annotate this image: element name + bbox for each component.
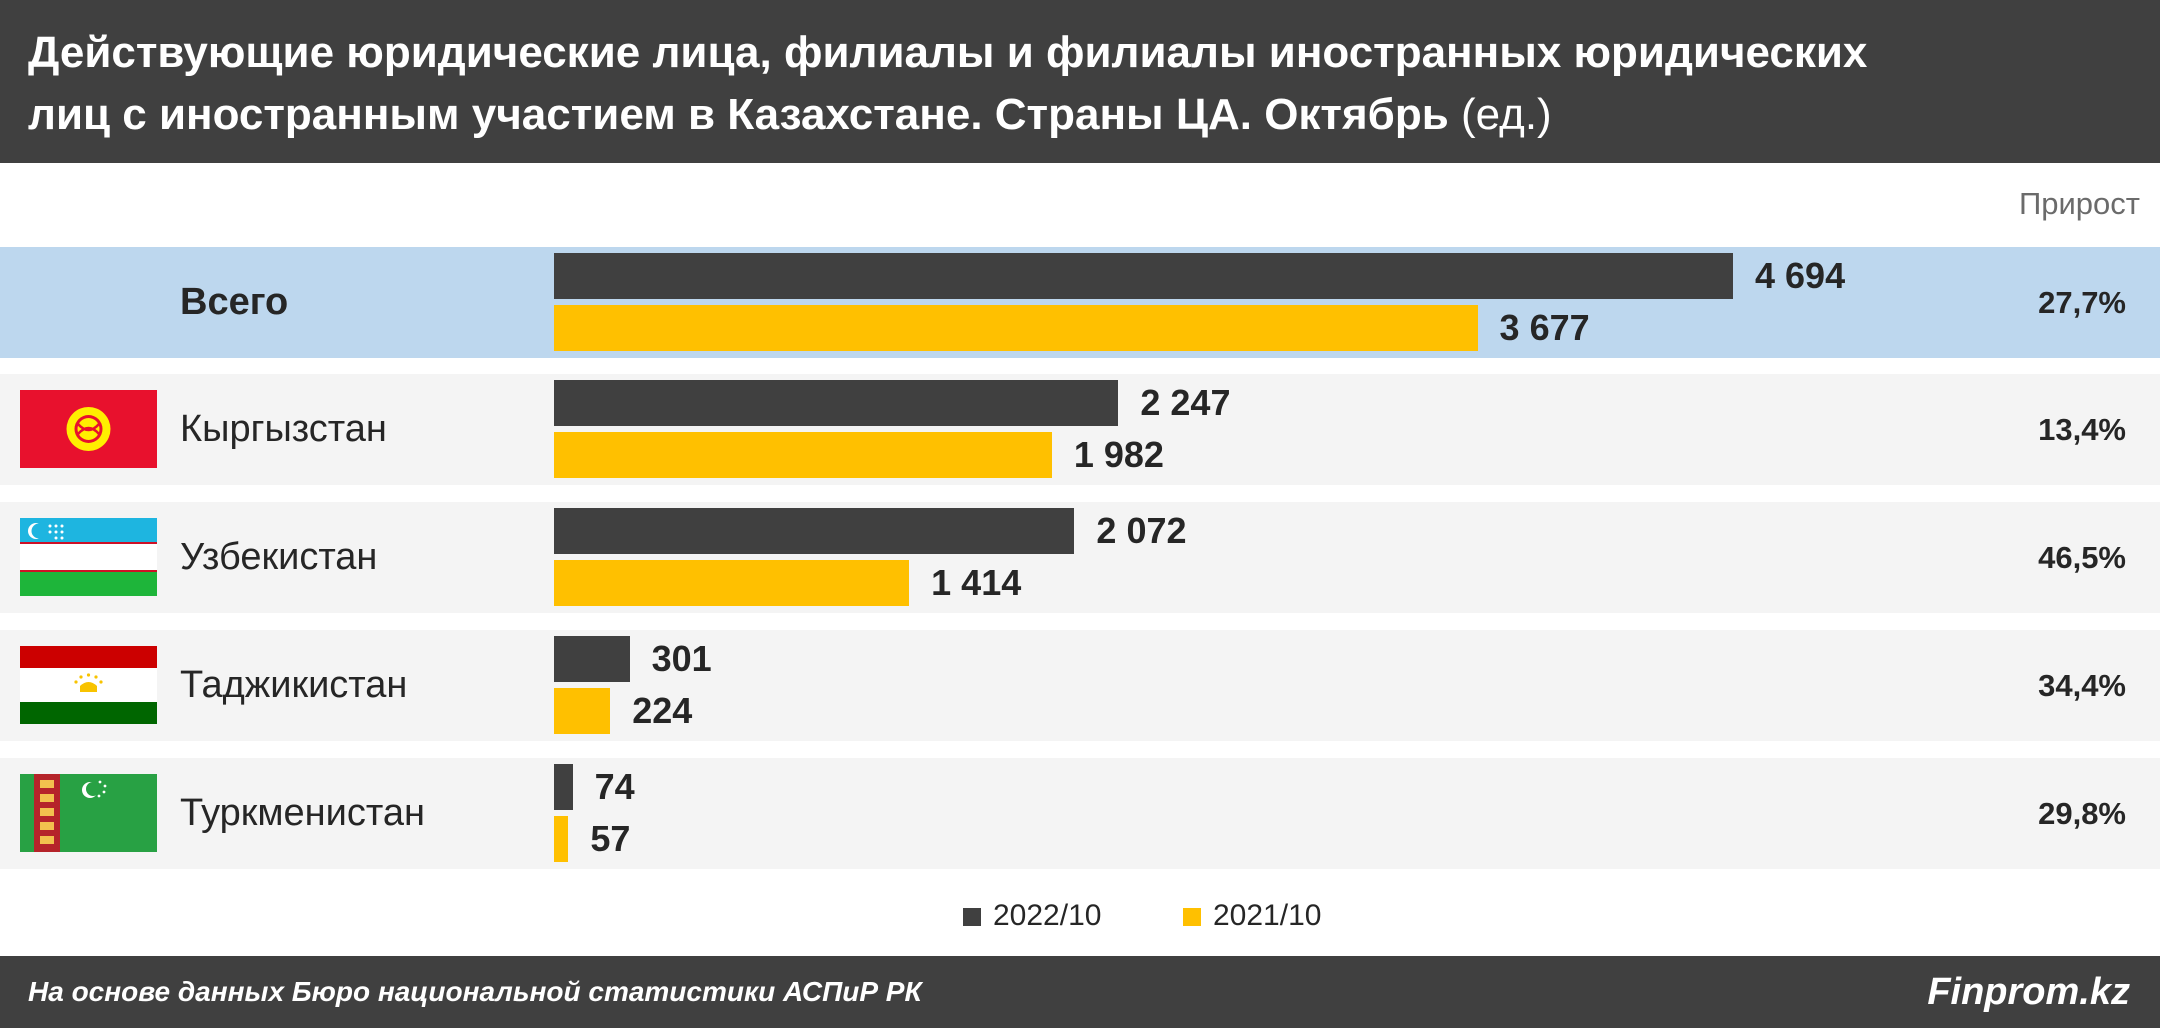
tajikistan-flag-icon bbox=[20, 646, 157, 724]
row-total: Всего 4 694 3 677 27,7% bbox=[0, 247, 2160, 358]
bar-previous bbox=[554, 688, 611, 734]
data-label-current: 74 bbox=[594, 766, 635, 807]
growth-value: 27,7% bbox=[2038, 285, 2126, 320]
chart-title-line-2-text: лиц с иностранным участием в Казахстане.… bbox=[28, 90, 1449, 139]
category-label: Кыргызстан bbox=[180, 408, 387, 450]
row-uzbekistan: Узбекистан 2 072 1 414 46,5% bbox=[0, 502, 2160, 613]
bar-current bbox=[554, 764, 573, 810]
legend-label-current: 2022/10 bbox=[993, 899, 1102, 932]
bar-previous bbox=[554, 432, 1052, 478]
data-label-previous: 1 982 bbox=[1073, 434, 1164, 475]
data-label-previous: 3 677 bbox=[1499, 307, 1590, 348]
bar-previous bbox=[554, 560, 910, 606]
growth-value: 29,8% bbox=[2038, 796, 2126, 831]
data-label-previous: 224 bbox=[632, 690, 693, 731]
category-label: Туркменистан bbox=[180, 792, 425, 834]
bar-current bbox=[554, 508, 1075, 554]
turkmenistan-flag-icon bbox=[20, 774, 157, 852]
brand-logo: Finprom.kz bbox=[1927, 971, 2130, 1013]
data-label-current: 301 bbox=[651, 638, 712, 679]
bar-previous bbox=[554, 305, 1478, 351]
category-label: Узбекистан bbox=[180, 536, 378, 578]
uzbekistan-flag-icon bbox=[20, 518, 157, 596]
chart-legend: 2022/10 2021/10 bbox=[0, 896, 2160, 936]
data-label-current: 4 694 bbox=[1755, 255, 1846, 296]
chart-header: Действующие юридические лица, филиалы и … bbox=[0, 0, 2160, 163]
row-kyrgyzstan: Кыргызстан 2 247 1 982 13,4% bbox=[0, 374, 2160, 485]
category-label: Всего bbox=[180, 281, 289, 323]
growth-value: 13,4% bbox=[2038, 412, 2126, 447]
growth-column-header: Прирост bbox=[2018, 186, 2140, 221]
legend-swatch-previous bbox=[1183, 908, 1201, 926]
bar-current bbox=[554, 636, 630, 682]
row-turkmenistan: Туркменистан 74 57 29,8% bbox=[0, 758, 2160, 869]
source-note: На основе данных Бюро национальной стати… bbox=[28, 976, 922, 1007]
legend-label-previous: 2021/10 bbox=[1213, 899, 1322, 932]
row-tajikistan: Таджикистан 301 224 34,4% bbox=[0, 630, 2160, 741]
data-label-previous: 57 bbox=[590, 818, 631, 859]
bar-current bbox=[554, 380, 1119, 426]
legend-item-previous: 2021/10 bbox=[1183, 896, 1321, 936]
bar-current bbox=[554, 253, 1733, 299]
growth-value: 34,4% bbox=[2038, 668, 2126, 703]
legend-item-current: 2022/10 bbox=[963, 896, 1101, 936]
data-label-previous: 1 414 bbox=[931, 562, 1022, 603]
chart-title-line-2: лиц с иностранным участием в Казахстане.… bbox=[28, 84, 2160, 146]
bar-previous bbox=[554, 816, 569, 862]
chart-title-line-1: Действующие юридические лица, филиалы и … bbox=[28, 28, 1868, 77]
legend-swatch-current bbox=[963, 908, 981, 926]
data-label-current: 2 247 bbox=[1140, 382, 1231, 423]
data-label-current: 2 072 bbox=[1096, 510, 1187, 551]
chart-unit: (ед.) bbox=[1461, 90, 1552, 139]
growth-value: 46,5% bbox=[2038, 540, 2126, 575]
category-label: Таджикистан bbox=[180, 664, 408, 706]
footer: На основе данных Бюро национальной стати… bbox=[0, 956, 2160, 1028]
kyrgyzstan-flag-icon bbox=[20, 390, 157, 468]
